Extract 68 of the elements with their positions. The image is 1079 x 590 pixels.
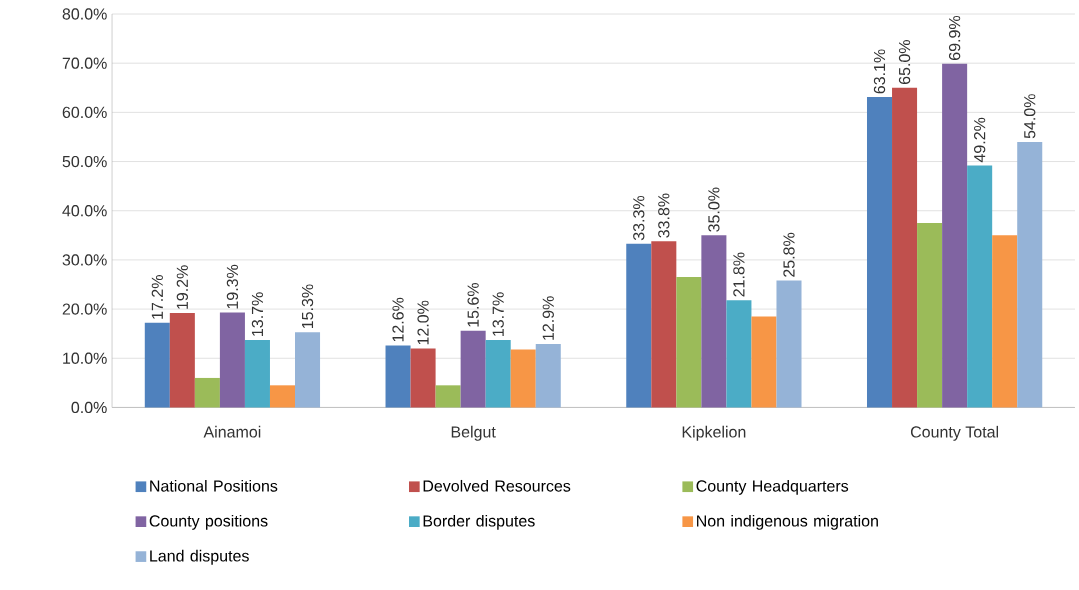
data-label: 65.0% bbox=[898, 40, 911, 85]
bar bbox=[967, 165, 993, 408]
y-tick-label: 50.0% bbox=[62, 156, 107, 168]
data-label: 33.3% bbox=[633, 196, 645, 241]
legend-label: County positions bbox=[149, 515, 268, 531]
bar bbox=[676, 277, 702, 408]
data-label: 12.0% bbox=[417, 300, 429, 345]
x-tick-label: Ainamoi bbox=[203, 426, 261, 438]
legend-label: County Headquarters bbox=[696, 480, 849, 496]
legend-label: Devolved Resources bbox=[423, 480, 571, 492]
data-label: 33.8% bbox=[658, 193, 670, 238]
bar bbox=[917, 223, 943, 408]
data-label: 15.3% bbox=[301, 284, 314, 329]
bar bbox=[269, 385, 296, 408]
y-tick-label: 30.0% bbox=[62, 254, 107, 266]
data-label: 12.9% bbox=[542, 296, 554, 341]
bar bbox=[892, 88, 918, 408]
data-label: 19.3% bbox=[226, 265, 239, 309]
y-tick-label: 40.0% bbox=[62, 205, 107, 217]
legend-label: National Positions bbox=[150, 480, 278, 492]
bar bbox=[626, 243, 652, 408]
y-tick-label: 0.0% bbox=[71, 402, 107, 414]
bar bbox=[866, 97, 893, 408]
data-label: 21.8% bbox=[733, 252, 745, 297]
bar bbox=[435, 385, 461, 408]
y-tick-label: 10.0% bbox=[63, 352, 107, 365]
bar bbox=[726, 300, 752, 408]
bar bbox=[169, 313, 195, 408]
legend-label: Non indigenous migration bbox=[697, 515, 878, 531]
data-label: 15.6% bbox=[467, 283, 479, 327]
bar bbox=[410, 348, 436, 408]
bar bbox=[751, 316, 777, 408]
data-label: 12.6% bbox=[392, 297, 404, 342]
bar bbox=[144, 323, 170, 408]
data-label: 35.0% bbox=[708, 187, 720, 233]
bar bbox=[244, 340, 270, 408]
legend-label: Land disputes bbox=[150, 550, 249, 565]
bar bbox=[942, 63, 968, 408]
bar bbox=[535, 344, 561, 408]
data-label: 54.0% bbox=[1024, 94, 1036, 139]
bar bbox=[295, 332, 321, 408]
x-tick-label: County Total bbox=[910, 426, 999, 442]
data-label: 17.2% bbox=[151, 275, 163, 319]
bar bbox=[651, 241, 677, 408]
bar bbox=[776, 280, 802, 408]
y-tick-label: 60.0% bbox=[62, 106, 107, 119]
y-tick-label: 80.0% bbox=[62, 8, 107, 20]
data-label: 49.2% bbox=[974, 117, 986, 163]
bar bbox=[701, 235, 727, 408]
y-tick-label: 20.0% bbox=[62, 303, 107, 315]
bar bbox=[219, 312, 245, 408]
bar bbox=[992, 235, 1018, 408]
bar bbox=[385, 345, 411, 408]
bar bbox=[194, 378, 220, 408]
data-label: 19.2% bbox=[176, 265, 188, 310]
y-tick-label: 70.0% bbox=[62, 57, 107, 70]
data-label: 63.1% bbox=[873, 49, 886, 94]
legend-label: Border disputes bbox=[423, 515, 535, 531]
data-label: 13.7% bbox=[492, 292, 504, 337]
data-label: 69.9% bbox=[948, 16, 961, 61]
data-label: 25.8% bbox=[783, 233, 795, 278]
bar bbox=[1017, 142, 1043, 408]
bar bbox=[510, 349, 536, 408]
bar bbox=[460, 330, 486, 408]
x-tick-label: Kipkelion bbox=[682, 426, 746, 442]
x-tick-label: Belgut bbox=[451, 426, 496, 442]
data-label: 13.7% bbox=[251, 292, 264, 337]
bar bbox=[485, 340, 511, 408]
